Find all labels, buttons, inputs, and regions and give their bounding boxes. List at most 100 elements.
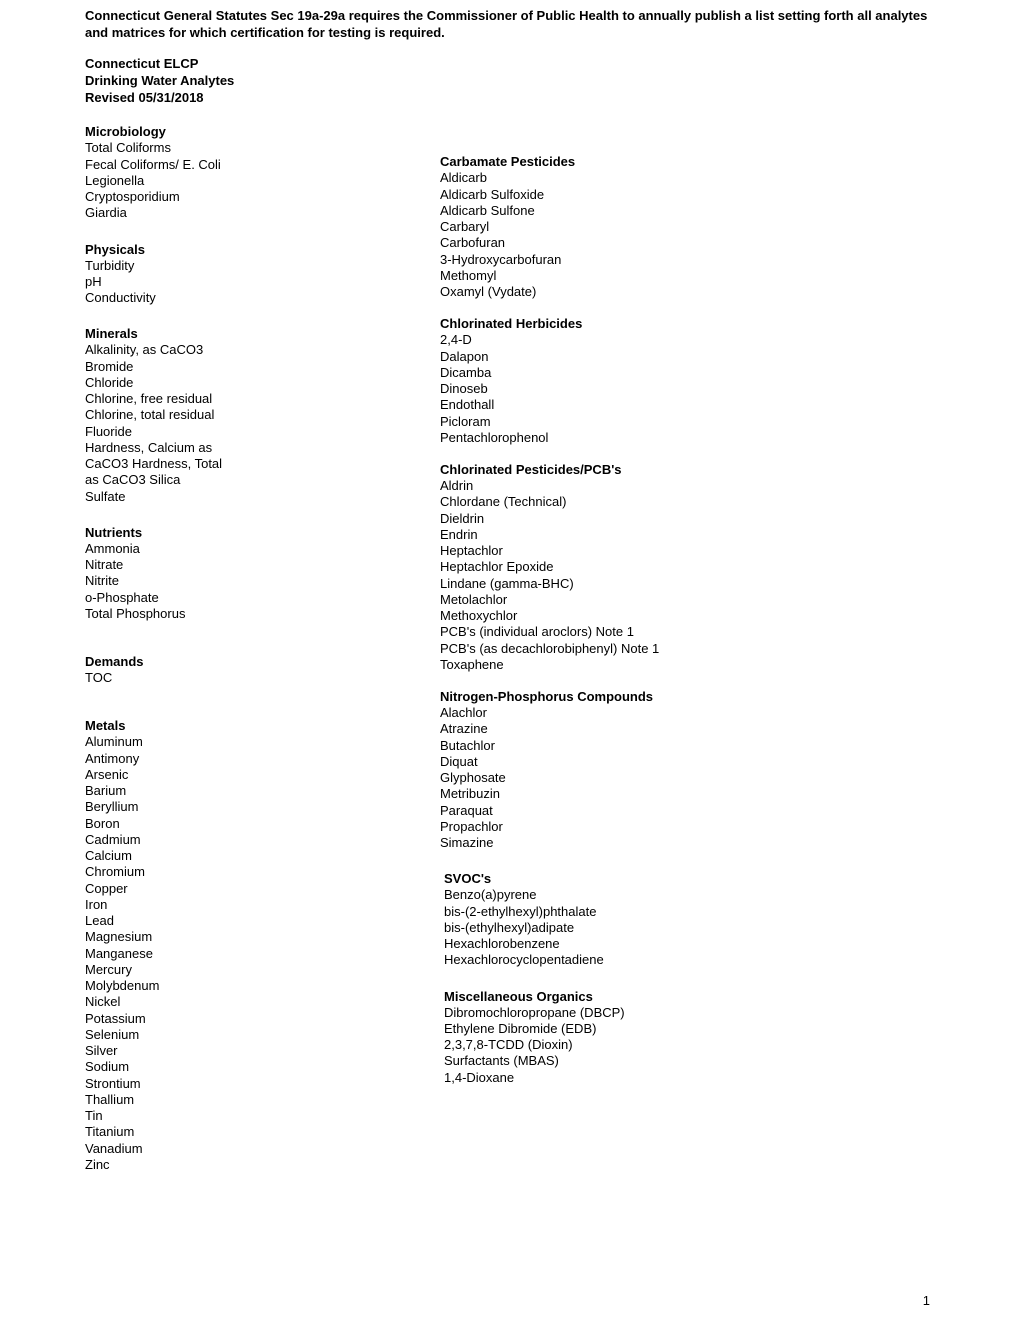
list-item: Conductivity [85, 290, 440, 306]
list-item: Glyphosate [440, 770, 935, 786]
list-item: Total Coliforms [85, 140, 440, 156]
list-item: Carbofuran [440, 235, 935, 251]
list-item: Alkalinity, as CaCO3 [85, 342, 235, 358]
section-title: SVOC's [444, 871, 935, 886]
section-nutrients: Nutrients AmmoniaNitrateNitriteo-Phospha… [85, 525, 440, 622]
list-item: Lindane (gamma-BHC) [440, 576, 935, 592]
list-item: Ammonia [85, 541, 440, 557]
list-item: Legionella [85, 173, 440, 189]
list-item: Fluoride [85, 424, 235, 440]
list-item: 2,4-D [440, 332, 935, 348]
statute-text: Connecticut General Statutes Sec 19a-29a… [85, 8, 935, 42]
list-item: TOC [85, 670, 440, 686]
list-item: Hexachlorobenzene [444, 936, 935, 952]
list-item: PCB's (as decachlorobiphenyl) Note 1 [440, 641, 935, 657]
list-item: Fecal Coliforms/ E. Coli [85, 157, 440, 173]
list-item: Arsenic [85, 767, 440, 783]
list-item: Copper [85, 881, 440, 897]
list-item: Cadmium [85, 832, 440, 848]
header-line-2: Drinking Water Analytes [85, 73, 935, 90]
list-item: Atrazine [440, 721, 935, 737]
list-item: Manganese [85, 946, 440, 962]
list-item: Aluminum [85, 734, 440, 750]
list-item: Antimony [85, 751, 440, 767]
section-title: Chlorinated Herbicides [440, 316, 935, 331]
list-item: Nitrite [85, 573, 440, 589]
list-item: Thallium [85, 1092, 440, 1108]
list-item: Heptachlor Epoxide [440, 559, 935, 575]
section-title: Demands [85, 654, 440, 669]
list-item: Chlorine, total residual [85, 407, 235, 423]
list-item: Metribuzin [440, 786, 935, 802]
page-number: 1 [923, 1293, 930, 1308]
section-title: Microbiology [85, 124, 440, 139]
list-item: Lead [85, 913, 440, 929]
list-item: Beryllium [85, 799, 440, 815]
section-chlorinated-pesticides: Chlorinated Pesticides/PCB's AldrinChlor… [440, 462, 935, 673]
list-item: Boron [85, 816, 440, 832]
list-item: Methomyl [440, 268, 935, 284]
list-item: Vanadium [85, 1141, 440, 1157]
list-item: Mercury [85, 962, 440, 978]
list-item: Magnesium [85, 929, 440, 945]
list-item: Diquat [440, 754, 935, 770]
list-item: Iron [85, 897, 440, 913]
list-item: Bromide [85, 359, 235, 375]
list-item: Titanium [85, 1124, 440, 1140]
left-column: Microbiology Total ColiformsFecal Colifo… [85, 124, 440, 1193]
list-item: Ethylene Dibromide (EDB) [444, 1021, 935, 1037]
list-item: Aldicarb Sulfoxide [440, 187, 935, 203]
list-item: Chlordane (Technical) [440, 494, 935, 510]
section-title: Miscellaneous Organics [444, 989, 935, 1004]
list-item: Total Phosphorus [85, 606, 440, 622]
list-item: Dicamba [440, 365, 935, 381]
list-item: Sodium [85, 1059, 440, 1075]
section-title: Minerals [85, 326, 440, 341]
list-item: Barium [85, 783, 440, 799]
list-item: Chlorine, free residual [85, 391, 235, 407]
section-nitrogen-phosphorus: Nitrogen-Phosphorus Compounds AlachlorAt… [440, 689, 935, 851]
list-item: Aldrin [440, 478, 935, 494]
list-item: Nickel [85, 994, 440, 1010]
list-item: bis-(2-ethylhexyl)phthalate [444, 904, 935, 920]
list-item: Aldicarb [440, 170, 935, 186]
list-item: Silver [85, 1043, 440, 1059]
list-item: Benzo(a)pyrene [444, 887, 935, 903]
section-svocs: SVOC's Benzo(a)pyrenebis-(2-ethylhexyl)p… [444, 871, 935, 968]
list-item: Endrin [440, 527, 935, 543]
list-item: Calcium [85, 848, 440, 864]
section-carbamate: Carbamate Pesticides AldicarbAldicarb Su… [440, 154, 935, 300]
list-item: Dalapon [440, 349, 935, 365]
section-chlorinated-herbicides: Chlorinated Herbicides 2,4-DDalaponDicam… [440, 316, 935, 446]
document-page: Connecticut General Statutes Sec 19a-29a… [0, 0, 1020, 1193]
list-item: Alachlor [440, 705, 935, 721]
section-title: Metals [85, 718, 440, 733]
list-item: Cryptosporidium [85, 189, 440, 205]
header-line-3: Revised 05/31/2018 [85, 90, 935, 107]
list-item: Hardness, Calcium as CaCO3 Hardness, Tot… [85, 440, 235, 489]
two-column-layout: Microbiology Total ColiformsFecal Colifo… [85, 124, 935, 1193]
list-item: Strontium [85, 1076, 440, 1092]
list-item: Pentachlorophenol [440, 430, 935, 446]
list-item: Simazine [440, 835, 935, 851]
list-item: Turbidity [85, 258, 440, 274]
list-item: Aldicarb Sulfone [440, 203, 935, 219]
list-item: Nitrate [85, 557, 440, 573]
list-item: 1,4-Dioxane [444, 1070, 935, 1086]
right-column: Carbamate Pesticides AldicarbAldicarb Su… [440, 124, 935, 1193]
list-item: Chloride [85, 375, 235, 391]
list-item: Tin [85, 1108, 440, 1124]
list-item: Selenium [85, 1027, 440, 1043]
list-item: Picloram [440, 414, 935, 430]
section-title: Physicals [85, 242, 440, 257]
list-item: Dieldrin [440, 511, 935, 527]
list-item: Surfactants (MBAS) [444, 1053, 935, 1069]
list-item: Potassium [85, 1011, 440, 1027]
section-physicals: Physicals TurbiditypHConductivity [85, 242, 440, 307]
list-item: Carbaryl [440, 219, 935, 235]
section-title: Chlorinated Pesticides/PCB's [440, 462, 935, 477]
list-item: Paraquat [440, 803, 935, 819]
list-item: Chromium [85, 864, 440, 880]
list-item: Molybdenum [85, 978, 440, 994]
list-item: Metolachlor [440, 592, 935, 608]
